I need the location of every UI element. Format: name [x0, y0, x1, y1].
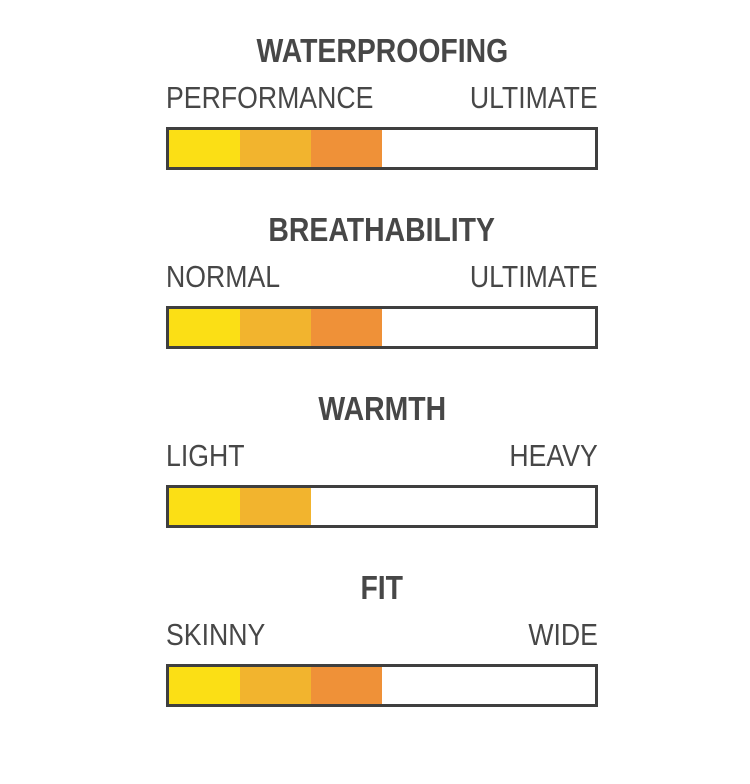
rating-bar-track	[166, 127, 598, 170]
section-title-text: BREATHABILITY	[268, 211, 496, 248]
fill-segment	[239, 667, 311, 704]
fill-segment	[310, 667, 382, 704]
fill-segment	[169, 130, 240, 167]
scale-label-min: SKINNY	[166, 617, 266, 652]
rating-bar-track	[166, 306, 598, 349]
scale-label-max: HEAVY	[509, 438, 598, 473]
fill-segment	[239, 130, 311, 167]
fill-segment	[239, 309, 311, 346]
section-title-text: FIT	[360, 569, 404, 606]
scale-labels: LIGHT HEAVY	[166, 440, 598, 471]
scale-label-max: WIDE	[528, 617, 598, 652]
section-title: BREATHABILITY	[166, 213, 598, 246]
rating-bar-track	[166, 485, 598, 528]
scale-label-min: PERFORMANCE	[166, 80, 374, 115]
ratings-panel: WATERPROOFING PERFORMANCE ULTIMATE BREAT…	[166, 34, 598, 707]
section-title-text: WATERPROOFING	[256, 32, 508, 69]
section-title-text: WARMTH	[318, 390, 446, 427]
scale-labels: SKINNY WIDE	[166, 619, 598, 650]
scale-labels: PERFORMANCE ULTIMATE	[166, 82, 598, 113]
scale-label-max: ULTIMATE	[470, 80, 598, 115]
rating-section-waterproofing: WATERPROOFING PERFORMANCE ULTIMATE	[166, 34, 598, 170]
section-title: WARMTH	[166, 392, 598, 425]
fill-segment	[169, 488, 240, 525]
fill-segment	[169, 309, 240, 346]
scale-label-max: ULTIMATE	[470, 259, 598, 294]
rating-section-breathability: BREATHABILITY NORMAL ULTIMATE	[166, 213, 598, 349]
fill-segment	[310, 130, 382, 167]
rating-section-warmth: WARMTH LIGHT HEAVY	[166, 392, 598, 528]
rating-section-fit: FIT SKINNY WIDE	[166, 571, 598, 707]
section-title: WATERPROOFING	[166, 34, 598, 67]
scale-label-min: LIGHT	[166, 438, 245, 473]
scale-labels: NORMAL ULTIMATE	[166, 261, 598, 292]
section-title: FIT	[166, 571, 598, 604]
rating-bar-track	[166, 664, 598, 707]
fill-segment	[169, 667, 240, 704]
scale-label-min: NORMAL	[166, 259, 281, 294]
fill-segment	[310, 309, 382, 346]
fill-segment	[239, 488, 311, 525]
